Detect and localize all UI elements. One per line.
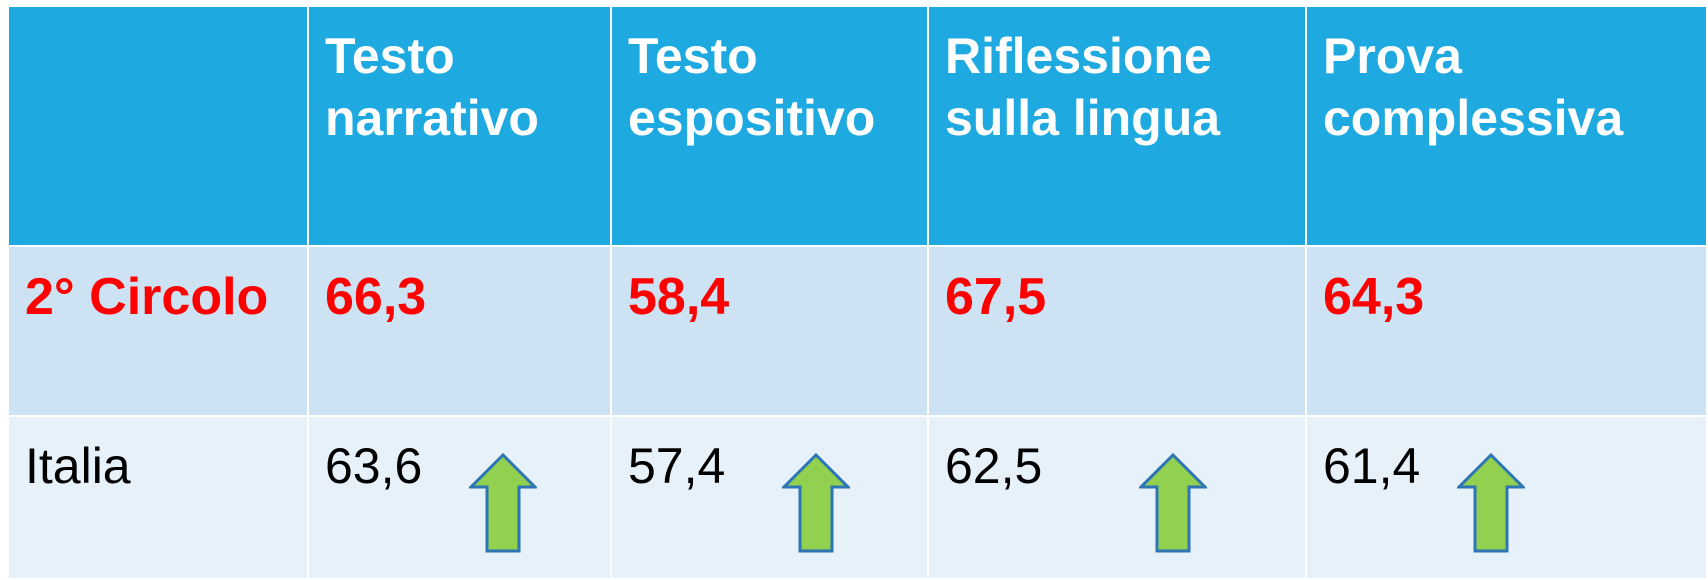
cell-text: 67,5: [945, 268, 1047, 326]
cell-text: 62,5: [945, 438, 1043, 494]
value-cell: 58,4: [612, 247, 927, 415]
arrow-shape: [1139, 453, 1207, 553]
arrow-shape: [1457, 453, 1525, 553]
column-header: Riflessione sulla lingua: [929, 7, 1305, 245]
cell-text: 61,4: [1323, 438, 1421, 494]
cell-text: 58,4: [628, 268, 730, 326]
cell-text: 63,6: [325, 438, 423, 494]
column-header: Testo espositivo: [612, 7, 927, 245]
value-cell: 67,5: [929, 247, 1305, 415]
up-arrow: [1139, 453, 1207, 553]
up-arrow: [782, 453, 850, 553]
value-cell: 63,6: [309, 417, 610, 578]
row-label: 2° Circolo: [9, 247, 307, 415]
value-cell: 66,3: [309, 247, 610, 415]
row-label: Italia: [9, 417, 307, 578]
arrow-shape: [469, 453, 537, 553]
header-corner: [9, 7, 307, 245]
up-arrow: [469, 453, 537, 553]
arrow-shape: [782, 453, 850, 553]
cell-text: 66,3: [325, 268, 427, 326]
column-header: Testo narrativo: [309, 7, 610, 245]
value-cell: 64,3: [1307, 247, 1706, 415]
cell-text: 57,4: [628, 438, 726, 494]
cell-text: 2° Circolo: [25, 268, 269, 326]
value-cell: 61,4: [1307, 417, 1706, 578]
cell-text: Prova complessiva: [1323, 28, 1624, 146]
cell-text: Riflessione sulla lingua: [945, 28, 1221, 146]
cell-text: 64,3: [1323, 268, 1425, 326]
cell-text: Testo narrativo: [325, 28, 539, 146]
column-header: Prova complessiva: [1307, 7, 1706, 245]
value-cell: 62,5: [929, 417, 1305, 578]
cell-text: Testo espositivo: [628, 28, 876, 146]
cell-text: Italia: [25, 438, 131, 494]
value-cell: 57,4: [612, 417, 927, 578]
up-arrow: [1457, 453, 1525, 553]
